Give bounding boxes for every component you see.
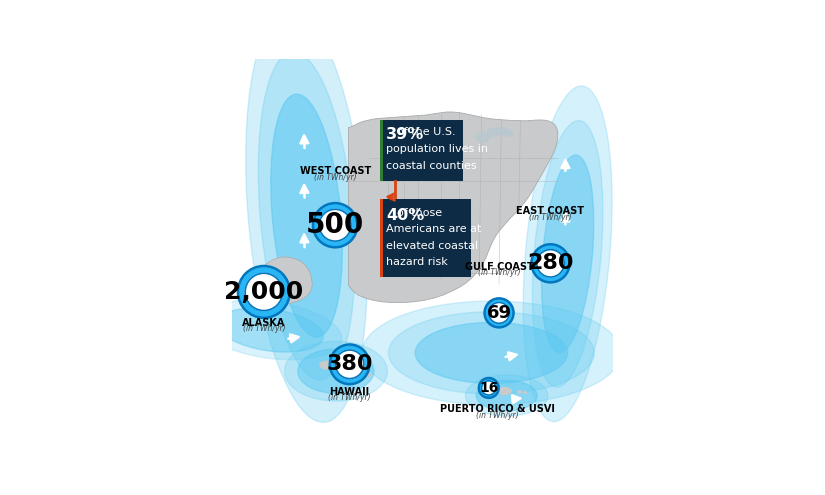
Ellipse shape	[415, 322, 568, 383]
Text: 380: 380	[327, 354, 373, 374]
Ellipse shape	[476, 380, 537, 411]
Ellipse shape	[532, 120, 603, 387]
Ellipse shape	[218, 308, 323, 352]
FancyBboxPatch shape	[380, 198, 471, 277]
Text: population lives in: population lives in	[386, 144, 488, 154]
Circle shape	[330, 345, 370, 384]
Text: 40%: 40%	[386, 208, 425, 223]
Ellipse shape	[465, 375, 548, 416]
Ellipse shape	[258, 51, 355, 380]
Text: (in TWh/yr): (in TWh/yr)	[476, 411, 518, 420]
Ellipse shape	[518, 391, 521, 393]
Ellipse shape	[505, 130, 513, 137]
Ellipse shape	[495, 127, 507, 135]
Ellipse shape	[497, 388, 512, 395]
Ellipse shape	[389, 312, 594, 394]
Text: (in TWh/yr): (in TWh/yr)	[478, 268, 521, 277]
Text: HAWAII: HAWAII	[329, 387, 370, 397]
Ellipse shape	[362, 301, 621, 405]
Circle shape	[245, 273, 282, 310]
Text: (in TWh/yr): (in TWh/yr)	[314, 173, 356, 182]
Circle shape	[313, 203, 357, 248]
Text: Americans are at: Americans are at	[386, 224, 482, 235]
Text: (in TWh/yr): (in TWh/yr)	[328, 394, 371, 402]
Ellipse shape	[332, 365, 345, 372]
Ellipse shape	[320, 361, 333, 369]
Ellipse shape	[476, 133, 490, 142]
Bar	[380, 198, 383, 277]
Circle shape	[335, 350, 364, 379]
Circle shape	[488, 302, 510, 323]
Text: ALASKA: ALASKA	[243, 318, 285, 328]
Ellipse shape	[285, 342, 388, 401]
Text: 280: 280	[527, 253, 573, 273]
Ellipse shape	[199, 300, 342, 360]
Circle shape	[482, 381, 496, 395]
Ellipse shape	[343, 367, 365, 377]
Ellipse shape	[246, 9, 367, 422]
Text: hazard risk: hazard risk	[386, 257, 448, 267]
Ellipse shape	[487, 129, 497, 137]
Text: 16: 16	[479, 381, 498, 395]
Text: 69: 69	[487, 304, 512, 322]
Polygon shape	[348, 112, 558, 302]
Ellipse shape	[523, 86, 612, 422]
Text: GULF COAST: GULF COAST	[464, 262, 534, 272]
Ellipse shape	[338, 366, 353, 374]
FancyBboxPatch shape	[380, 120, 463, 181]
Ellipse shape	[358, 371, 370, 378]
Text: elevated coastal: elevated coastal	[386, 241, 478, 251]
Circle shape	[319, 209, 351, 241]
Text: (in TWh/yr): (in TWh/yr)	[529, 213, 572, 222]
Ellipse shape	[328, 363, 338, 370]
Text: (in TWh/yr): (in TWh/yr)	[243, 324, 285, 333]
Text: 500: 500	[306, 211, 365, 239]
Polygon shape	[248, 257, 313, 305]
Circle shape	[478, 378, 498, 398]
Ellipse shape	[271, 94, 342, 337]
Text: EAST COAST: EAST COAST	[516, 206, 584, 216]
Ellipse shape	[298, 349, 374, 394]
Bar	[380, 120, 383, 181]
Text: of those: of those	[398, 208, 442, 218]
Ellipse shape	[524, 392, 526, 394]
Circle shape	[484, 298, 513, 327]
Ellipse shape	[541, 155, 594, 352]
Text: 2,000: 2,000	[224, 280, 304, 304]
Circle shape	[238, 266, 290, 318]
Text: coastal counties: coastal counties	[386, 160, 477, 171]
Text: WEST COAST: WEST COAST	[299, 166, 370, 176]
Circle shape	[537, 249, 564, 277]
Text: PUERTO RICO & USVI: PUERTO RICO & USVI	[440, 404, 554, 414]
Text: of the U.S.: of the U.S.	[398, 127, 456, 137]
Circle shape	[531, 244, 569, 282]
Text: 39%: 39%	[386, 127, 425, 142]
